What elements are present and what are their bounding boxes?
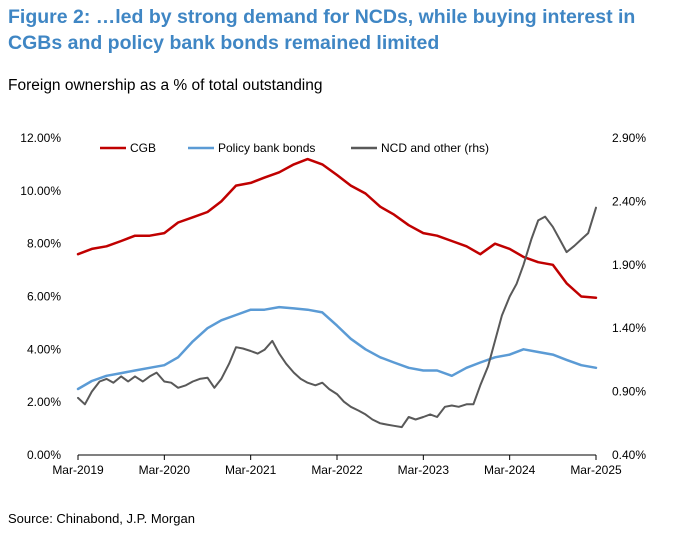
chart-title-line1: Figure 2: …led by strong demand for NCDs… xyxy=(8,6,636,28)
series-line-cgb xyxy=(76,157,598,300)
x-tick-label: Mar-2024 xyxy=(484,463,536,477)
chart-canvas: Mar-2019 Mar-2020 Mar-2021 Mar-2022 Mar-2023… xyxy=(20,131,646,477)
chart-subtitle: Foreign ownership as a % of total outsta… xyxy=(8,77,323,94)
y2-tick-label: 2.90% xyxy=(612,131,646,145)
x-tick-label: Mar-2021 xyxy=(225,463,277,477)
legend-label-ncd: NCD and other (rhs) xyxy=(381,141,489,155)
y-tick-label: 4.00% xyxy=(27,342,61,356)
y-tick-label: 0.00% xyxy=(27,448,61,462)
x-tick-label: Mar-2025 xyxy=(570,463,622,477)
y2-tick-label: 1.40% xyxy=(612,321,646,335)
y-tick-label: 12.00% xyxy=(20,131,61,145)
y-tick-label: 10.00% xyxy=(20,184,61,198)
y2-tick-label: 0.90% xyxy=(612,385,646,399)
y-tick-label: 2.00% xyxy=(27,395,61,409)
chart-title: Figure 2: …led by strong demand for NCDs… xyxy=(8,4,668,56)
y-tick-label: 6.00% xyxy=(27,290,61,304)
y2-tick-label: 0.40% xyxy=(612,448,646,462)
legend-label-policy: Policy bank bonds xyxy=(218,141,315,155)
x-tick-label: Mar-2022 xyxy=(311,463,363,477)
y2-tick-label: 1.90% xyxy=(612,258,646,272)
source-note: Source: Chinabond, J.P. Morgan xyxy=(8,511,195,526)
legend-label-cgb: CGB xyxy=(130,141,156,155)
chart-title-line2: CGBs and policy bank bonds remained limi… xyxy=(8,32,440,54)
y2-tick-label: 2.40% xyxy=(612,194,646,208)
series-line-ncd xyxy=(77,206,597,429)
y-tick-label: 8.00% xyxy=(27,237,61,251)
series-line-policy xyxy=(76,305,598,391)
x-tick-label: Mar-2019 xyxy=(52,463,104,477)
x-tick-label: Mar-2023 xyxy=(398,463,450,477)
x-tick-label: Mar-2020 xyxy=(139,463,191,477)
